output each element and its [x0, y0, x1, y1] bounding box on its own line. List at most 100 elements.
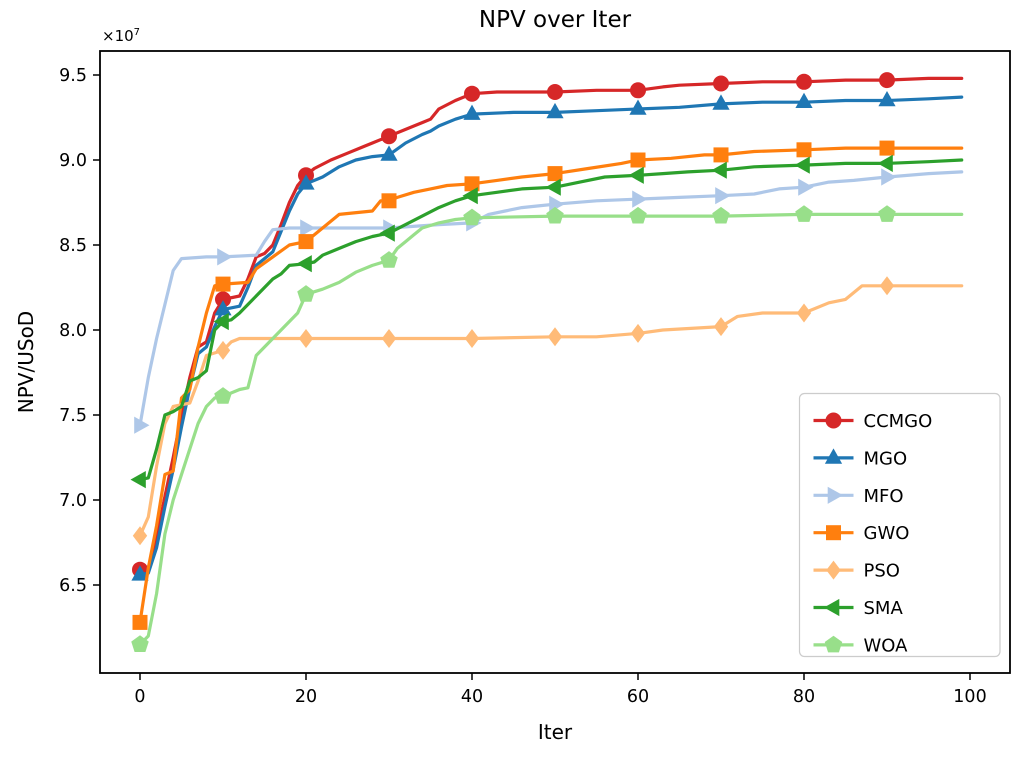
series-marker-MFO	[881, 168, 897, 186]
y-tick-label: 8.0	[59, 321, 87, 341]
series-marker-GWO	[464, 176, 480, 192]
series-marker-MGO	[214, 300, 232, 316]
series-marker-CCMGO	[381, 128, 397, 145]
x-axis-label: Iter	[537, 720, 573, 744]
legend-marker-GWO	[826, 525, 841, 541]
x-tick-label: 20	[295, 687, 317, 707]
legend-marker-SMA	[824, 598, 840, 617]
series-marker-MGO	[795, 92, 813, 108]
series-marker-MGO	[380, 145, 398, 161]
series-marker-MFO	[217, 248, 233, 266]
x-tick-label: 60	[627, 687, 649, 707]
legend-marker-MFO	[827, 486, 843, 504]
x-tick-label: 100	[953, 687, 986, 707]
legend-label-GWO: GWO	[864, 523, 910, 544]
series-marker-MFO	[715, 187, 731, 205]
series-marker-GWO	[381, 193, 397, 209]
y-axis-offset-text: ×107	[102, 27, 141, 45]
series-marker-GWO	[713, 147, 729, 163]
x-tick-label: 80	[793, 687, 815, 707]
series-marker-GWO	[879, 140, 895, 156]
series-marker-PSO	[464, 329, 480, 348]
series-marker-SMA	[213, 312, 229, 331]
series-marker-MFO	[632, 190, 648, 208]
legend-marker-MGO	[824, 448, 843, 464]
legend-label-PSO: PSO	[864, 561, 900, 582]
y-tick-label: 7.0	[59, 491, 87, 511]
series-marker-WOA	[297, 285, 315, 302]
series-marker-MGO	[297, 174, 315, 190]
series-marker-WOA	[712, 206, 730, 224]
legend-marker-CCMGO	[825, 412, 842, 429]
legend-label-MGO: MGO	[864, 448, 908, 469]
series-marker-SMA	[877, 154, 893, 172]
series-marker-SMA	[711, 161, 727, 179]
y-tick-label: 6.5	[59, 576, 87, 596]
series-marker-CCMGO	[879, 72, 895, 89]
series-marker-CCMGO	[547, 84, 563, 100]
legend-label-SMA: SMA	[864, 598, 904, 619]
series-marker-SMA	[130, 471, 146, 489]
series-marker-WOA	[380, 251, 398, 268]
series-marker-GWO	[132, 614, 148, 630]
series-marker-PSO	[879, 276, 895, 296]
series-marker-CCMGO	[215, 291, 231, 308]
series-marker-PSO	[215, 340, 231, 360]
series-marker-SMA	[628, 166, 644, 184]
series-marker-MGO	[131, 565, 149, 581]
series-marker-SMA	[379, 224, 395, 242]
y-tick-label: 9.5	[59, 66, 87, 86]
series-marker-MFO	[134, 416, 150, 434]
series-marker-MGO	[878, 91, 896, 107]
series-marker-MGO	[463, 104, 481, 120]
series-marker-MFO	[300, 219, 316, 237]
series-marker-WOA	[878, 205, 896, 222]
series-marker-CCMGO	[464, 85, 480, 102]
series-marker-WOA	[214, 387, 232, 404]
series-marker-PSO	[298, 329, 314, 348]
series-marker-SMA	[794, 156, 810, 174]
chart-title: NPV over Iter	[478, 7, 632, 33]
x-tick-label: 0	[134, 687, 145, 707]
series-marker-PSO	[713, 317, 729, 337]
legend-label-MFO: MFO	[864, 486, 904, 507]
series-marker-SMA	[545, 178, 561, 196]
series-marker-PSO	[796, 303, 812, 323]
series-marker-CCMGO	[796, 73, 812, 90]
series-marker-MGO	[629, 99, 647, 115]
series-marker-SMA	[296, 255, 312, 273]
series-marker-PSO	[630, 323, 646, 343]
series-marker-MFO	[798, 178, 814, 196]
series-marker-SMA	[462, 187, 478, 205]
series-marker-GWO	[547, 166, 563, 182]
series-marker-GWO	[215, 276, 231, 292]
legend-marker-PSO	[826, 560, 841, 580]
series-line-SMA	[138, 158, 964, 482]
series-line-CCMGO	[138, 76, 964, 572]
series-marker-CCMGO	[630, 82, 646, 99]
series-marker-WOA	[463, 208, 481, 226]
series-marker-WOA	[629, 206, 647, 224]
series-marker-GWO	[630, 152, 646, 168]
legend-label-WOA: WOA	[864, 635, 909, 656]
series-marker-PSO	[132, 526, 148, 546]
series-marker-WOA	[131, 635, 149, 652]
series-marker-MGO	[712, 94, 730, 110]
y-tick-label: 7.5	[59, 406, 87, 426]
series-marker-WOA	[795, 205, 813, 222]
series-marker-MGO	[546, 102, 564, 119]
series-marker-PSO	[381, 329, 397, 348]
plot-frame	[99, 50, 1011, 674]
legend-marker-WOA	[824, 635, 843, 653]
y-tick-label: 9.0	[59, 151, 87, 171]
series-marker-GWO	[298, 234, 314, 250]
legend-label-CCMGO: CCMGO	[864, 411, 933, 432]
series-marker-WOA	[546, 206, 564, 224]
x-tick-label: 40	[461, 687, 483, 707]
series-marker-PSO	[547, 327, 563, 347]
y-tick-label: 8.5	[59, 236, 87, 256]
series-marker-CCMGO	[713, 75, 729, 92]
series-marker-GWO	[796, 142, 812, 158]
